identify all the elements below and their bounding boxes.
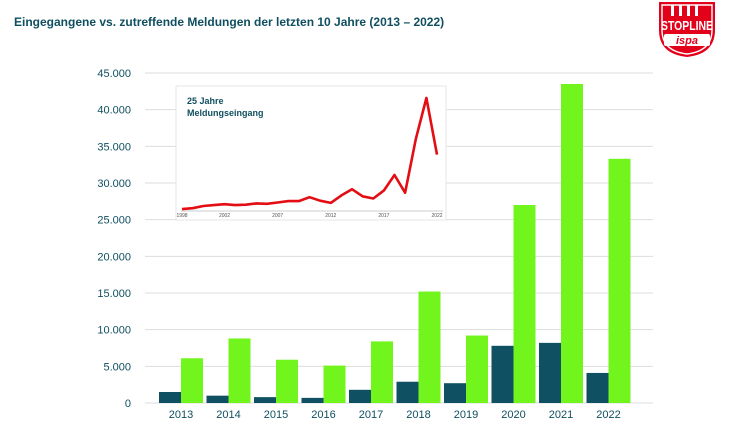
x-axis-ticks: 2013 2014 2015 2016 2017 2018 2019 2020 2021 2022 [169, 409, 621, 421]
x-tick-label: 2018 [406, 409, 430, 421]
y-tick-label: 5.000 [103, 361, 131, 373]
bar-valid-2020 [491, 345, 514, 403]
inset-line-chart: 1998 2002 2007 2012 2017 2022 [175, 85, 447, 221]
x-tick-label: 2017 [359, 409, 383, 421]
inset-series-line [181, 96, 439, 211]
y-tick-label: 10.000 [97, 325, 131, 337]
y-tick-label: 20.000 [97, 251, 131, 263]
bar-received-2018 [418, 291, 441, 403]
chart-title: Eingegangene vs. zutreffende Meldungen d… [14, 15, 445, 29]
x-tick-label: 2020 [501, 409, 525, 421]
inset-label-line-2: Meldungseingang [187, 108, 264, 118]
stopline-logo: STOPLINE ispa [659, 2, 715, 57]
x-tick-label: 2022 [596, 409, 620, 421]
inset-label-line-1: 25 Jahre [187, 96, 224, 106]
bar-valid-2016 [301, 397, 324, 403]
x-tick-label: 2014 [216, 409, 240, 421]
bar-valid-2014 [206, 395, 229, 403]
y-axis-ticks: 0 5.000 10.000 15.000 20.000 25.000 30.000 35.0… [97, 68, 131, 410]
inset-x-tick-label: 1998 [176, 213, 187, 219]
inset-x-tick-label: 2002 [219, 213, 230, 219]
bars [159, 84, 631, 403]
x-tick-label: 2021 [549, 409, 573, 421]
bar-valid-2022 [586, 372, 609, 403]
inset-label: 25 Jahre Meldungseingang [187, 95, 264, 119]
x-tick-label: 2013 [169, 409, 193, 421]
bar-received-2015 [276, 359, 298, 403]
bar-received-2016 [323, 365, 346, 403]
bar-valid-2021 [539, 342, 561, 403]
y-tick-label: 30.000 [97, 178, 131, 190]
bar-received-2022 [608, 158, 631, 403]
y-tick-label: 45.000 [97, 68, 131, 80]
inset-x-tick-label: 2007 [272, 213, 283, 219]
y-tick-label: 25.000 [97, 215, 131, 227]
logo-text-ispa: ispa [676, 35, 698, 47]
y-tick-label: 40.000 [97, 105, 131, 117]
bar-received-2014 [228, 338, 251, 403]
bar-valid-2019 [444, 383, 466, 403]
bar-valid-2018 [396, 381, 419, 403]
x-tick-label: 2016 [311, 409, 335, 421]
bar-received-2020 [513, 205, 536, 403]
inset-x-tick-label: 2012 [325, 213, 336, 219]
bar-received-2021 [561, 84, 583, 403]
inset-x-ticks: 1998 2002 2007 2012 2017 2022 [176, 213, 442, 219]
bar-received-2017 [371, 341, 393, 403]
bar-received-2013 [181, 358, 203, 403]
y-tick-label: 15.000 [97, 288, 131, 300]
inset-x-tick-label: 2022 [431, 213, 442, 219]
bar-valid-2013 [159, 392, 181, 403]
inset-x-tick-label: 2017 [378, 213, 389, 219]
bar-valid-2015 [254, 397, 276, 403]
bar-received-2019 [466, 335, 488, 403]
x-tick-label: 2019 [454, 409, 478, 421]
bar-valid-2017 [349, 389, 371, 403]
x-tick-label: 2015 [264, 409, 288, 421]
logo-text-stopline: STOPLINE [661, 18, 713, 33]
y-tick-label: 0 [125, 398, 131, 410]
y-tick-label: 35.000 [97, 141, 131, 153]
